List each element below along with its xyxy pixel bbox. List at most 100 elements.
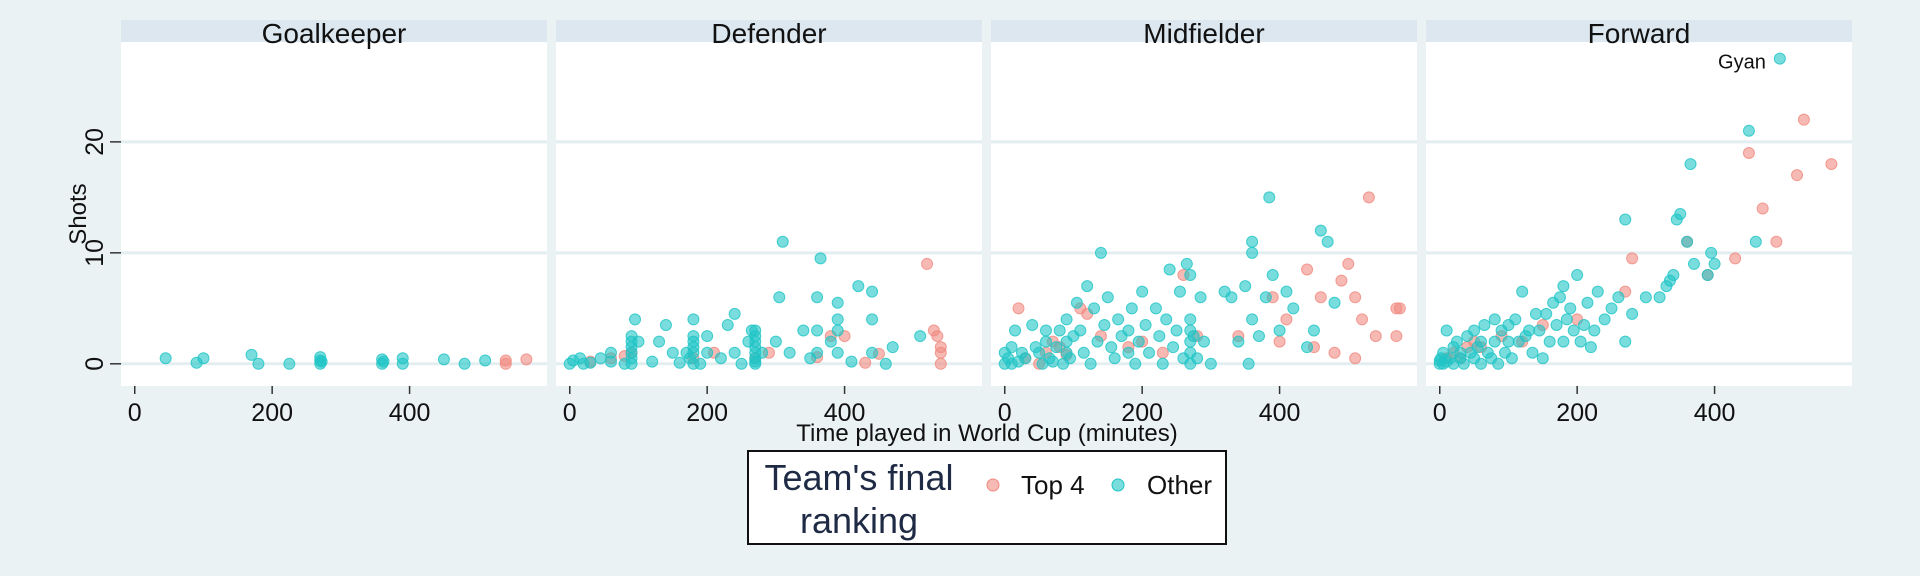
point-other	[1502, 335, 1515, 348]
point-other	[831, 324, 844, 337]
point-other	[1009, 324, 1022, 337]
point-other	[1773, 52, 1786, 65]
point-other	[1039, 324, 1052, 337]
point-other	[776, 235, 789, 248]
point-other	[1684, 158, 1697, 171]
y-axis-title: Shots	[65, 183, 92, 244]
point-other	[1198, 335, 1210, 348]
point-other	[1653, 291, 1666, 304]
y-tick-label: 20	[81, 128, 109, 156]
point-other	[1301, 341, 1314, 354]
point-other	[1091, 335, 1104, 348]
point-other	[377, 355, 390, 368]
point-other	[1246, 246, 1259, 259]
point-other	[1273, 324, 1286, 337]
point-other	[1574, 335, 1587, 348]
point-other	[666, 346, 679, 359]
point-top-4	[1742, 146, 1755, 159]
legend-label-other: Other	[1147, 470, 1212, 500]
point-other	[1246, 313, 1259, 326]
point-other	[159, 352, 172, 365]
point-top-4	[1362, 191, 1375, 204]
point-other	[811, 346, 824, 359]
x-tick-label: 0	[128, 399, 142, 427]
point-other	[1626, 307, 1639, 320]
point-other	[1287, 302, 1300, 315]
point-top-4	[499, 354, 512, 367]
point-other	[749, 324, 762, 337]
point-other	[1488, 335, 1501, 348]
point-other	[701, 330, 714, 343]
point-other	[283, 357, 296, 370]
point-top-4	[1156, 346, 1169, 359]
point-other	[1523, 324, 1536, 337]
point-top-4	[921, 257, 934, 270]
point-other	[1598, 313, 1611, 326]
point-other	[1708, 257, 1721, 270]
point-other	[714, 352, 727, 365]
point-top-4	[1342, 257, 1355, 270]
point-other	[1543, 335, 1556, 348]
x-tick-label: 400	[824, 399, 866, 427]
x-axis-title: Time played in World Cup (minutes)	[796, 420, 1177, 447]
point-other	[1571, 269, 1584, 282]
point-other	[479, 354, 492, 367]
point-other	[673, 356, 686, 369]
point-other	[1701, 269, 1714, 282]
point-other	[728, 307, 741, 320]
x-tick-label: 400	[389, 399, 431, 427]
point-other	[1553, 291, 1566, 304]
point-top-4	[1328, 346, 1341, 359]
point-other	[824, 335, 837, 348]
point-other	[728, 346, 741, 359]
point-other	[1581, 296, 1594, 309]
point-other	[1516, 285, 1529, 298]
y-tick-label: 10	[81, 239, 109, 267]
point-top-4	[1273, 335, 1286, 348]
point-other	[1252, 330, 1265, 343]
point-other	[1492, 357, 1505, 370]
point-other	[811, 291, 824, 304]
point-other	[1321, 235, 1334, 248]
point-other	[632, 335, 645, 348]
point-other	[1749, 235, 1762, 248]
point-other	[1478, 318, 1491, 331]
point-other	[1005, 341, 1018, 354]
point-other	[1474, 357, 1487, 370]
point-other	[1163, 263, 1176, 276]
point-other	[252, 357, 265, 370]
point-other	[845, 355, 858, 368]
point-other	[1266, 269, 1279, 282]
point-other	[749, 355, 762, 368]
point-other	[1667, 269, 1680, 282]
point-other	[866, 346, 879, 359]
panel-background-goalkeeper	[121, 42, 547, 386]
point-other	[1529, 307, 1542, 320]
point-other	[646, 355, 659, 368]
panel-strip-midfielder	[991, 20, 1417, 42]
point-other	[604, 346, 617, 359]
point-other	[1074, 324, 1087, 337]
x-tick-label: 200	[1121, 399, 1163, 427]
point-top-4	[1797, 113, 1810, 126]
legend-key-other	[1111, 478, 1125, 492]
point-other	[594, 352, 607, 365]
point-other	[701, 346, 714, 359]
point-top-4	[1349, 352, 1362, 365]
point-other	[1184, 313, 1197, 326]
panel-background-midfielder	[991, 42, 1417, 386]
point-other	[687, 330, 700, 343]
point-other	[1050, 341, 1063, 354]
point-other	[1454, 346, 1467, 359]
point-other	[1605, 302, 1618, 315]
point-top-4	[1770, 235, 1783, 248]
point-other	[1019, 352, 1032, 365]
point-other	[1474, 335, 1487, 348]
point-other	[1139, 318, 1152, 331]
x-tick-label: 0	[563, 399, 577, 427]
point-other	[1742, 124, 1755, 137]
point-other	[1550, 318, 1563, 331]
annotation-label: Gyan	[1718, 52, 1766, 74]
panel-strip-defender	[556, 20, 982, 42]
